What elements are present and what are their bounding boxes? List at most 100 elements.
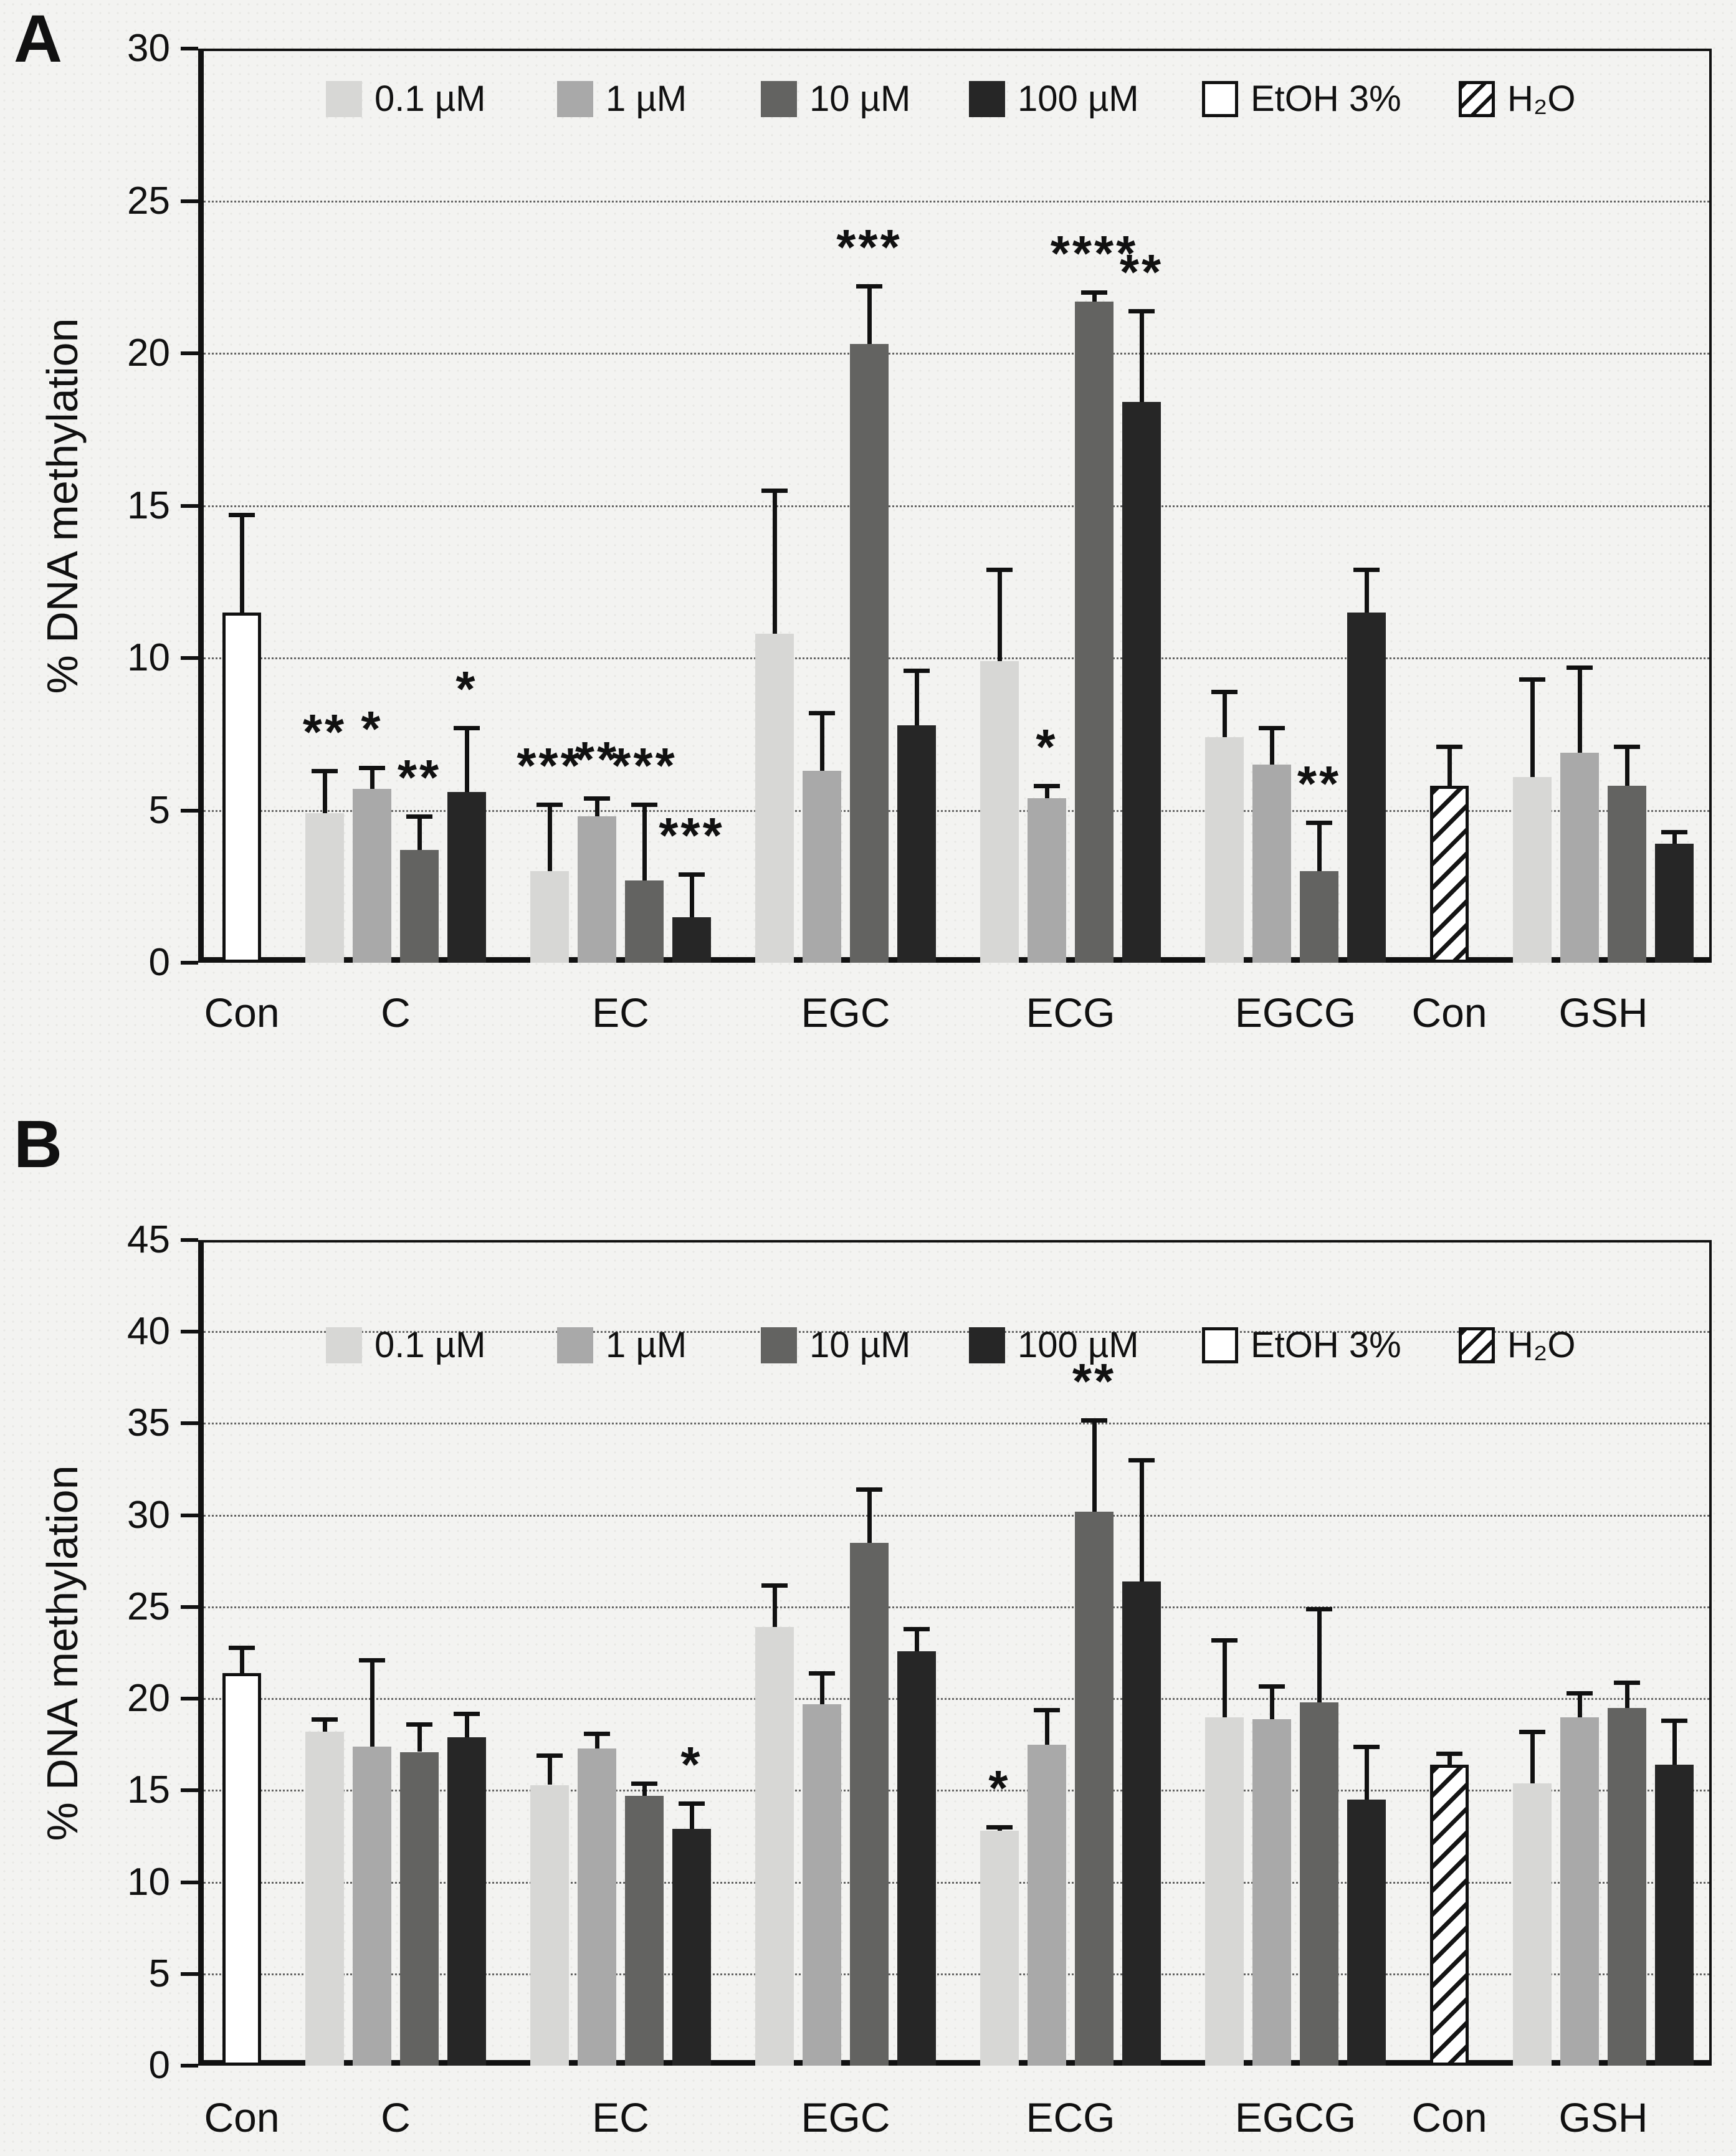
bar-B-EGCG-10 µM <box>1300 1702 1338 2066</box>
significance-stars: ** <box>302 704 347 760</box>
significance-stars: *** <box>611 737 677 793</box>
y-tick-label: 30 <box>127 27 170 70</box>
y-tick-label: 20 <box>127 332 170 374</box>
significance-stars: ** <box>575 731 619 787</box>
significance-stars: *** <box>659 808 725 864</box>
error-bar-cap <box>359 1658 385 1663</box>
x-group-label-Con: Con <box>204 2094 280 2140</box>
significance-stars: ** <box>397 750 442 806</box>
legend-swatch-10 µM <box>761 1327 797 1363</box>
error-bar-cap <box>1034 784 1060 789</box>
error-bar-stem <box>1044 1709 1049 1745</box>
error-bar-stem <box>1092 292 1097 302</box>
panel-label-a: A <box>14 1 62 76</box>
legend-label: 10 µM <box>809 1325 911 1365</box>
error-bar-stem <box>819 713 824 771</box>
gridline-y5 <box>204 809 1709 812</box>
y-tick-label: 40 <box>127 1310 170 1353</box>
error-bar-stem <box>417 816 422 851</box>
y-tick <box>181 503 198 508</box>
error-bar-cap <box>537 802 563 807</box>
bar-B-C-1 µM <box>353 1746 391 2066</box>
bar-A-Con-H₂O <box>1430 786 1469 963</box>
error-bar-cap <box>1436 1752 1462 1757</box>
error-bar-cap <box>856 284 882 289</box>
bar-A-EGC-100 µM <box>897 725 936 963</box>
error-bar-cap <box>809 711 835 716</box>
error-bar-cap <box>986 568 1013 573</box>
significance-stars: **** <box>1050 226 1138 282</box>
y-tick <box>181 808 198 813</box>
legend-label: 10 µM <box>809 79 911 119</box>
y-tick-label: 5 <box>148 788 170 832</box>
significance-stars: ** <box>1297 756 1342 812</box>
bar-A-C-1 µM <box>353 789 391 963</box>
bar-B-ECG-100 µM <box>1122 1581 1161 2066</box>
legend-swatch-100 µM <box>969 81 1005 117</box>
error-bar-cap <box>406 1722 432 1727</box>
bar-A-C-0.1 µM <box>305 813 344 963</box>
legend-label: 100 µM <box>1018 1325 1139 1365</box>
y-tick <box>181 1880 198 1884</box>
error-bar-stem <box>547 804 552 872</box>
legend-label: H₂O <box>1507 79 1576 119</box>
y-tick-label: 5 <box>148 1952 170 1995</box>
bar-B-EC-1 µM <box>578 1748 616 2066</box>
significance-stars: * <box>361 701 383 757</box>
error-bar-stem <box>547 1755 552 1785</box>
error-bar-cap <box>679 872 705 877</box>
legend-swatch-EtOH 3% <box>1202 81 1238 117</box>
x-group-label-EC: EC <box>592 990 649 1036</box>
significance-stars: *** <box>836 219 902 275</box>
error-bar-stem <box>239 515 244 613</box>
bar-B-GSH-0.1 µM <box>1513 1783 1552 2066</box>
bar-B-Con-H₂O <box>1430 1765 1469 2066</box>
y-tick-label: 0 <box>148 941 170 984</box>
bar-A-GSH-100 µM <box>1655 844 1694 963</box>
bar-B-EGCG-100 µM <box>1347 1800 1386 2066</box>
legend-label: 1 µM <box>606 79 687 119</box>
error-bar-stem <box>1624 1682 1629 1708</box>
error-bar-stem <box>1530 679 1535 777</box>
error-bar-cap <box>1661 829 1687 834</box>
x-group-label-Con: Con <box>204 990 280 1036</box>
error-bar-cap <box>1211 689 1238 694</box>
bar-B-EC-100 µM <box>672 1829 711 2066</box>
x-group-label-GSH: GSH <box>1558 2094 1648 2140</box>
bar-A-EC-0.1 µM <box>530 871 569 963</box>
error-bar-stem <box>1222 1639 1227 1717</box>
bar-A-EC-1 µM <box>578 816 616 963</box>
error-bar-cap <box>1567 665 1593 670</box>
bar-A-C-10 µM <box>400 850 439 963</box>
y-tick-label: 10 <box>127 1860 170 1904</box>
error-bar-cap <box>1259 726 1285 731</box>
legend-swatch-H₂O <box>1459 81 1495 117</box>
error-bar-stem <box>1447 746 1452 786</box>
error-bar-stem <box>464 1713 469 1737</box>
gridline-y30 <box>204 1514 1709 1517</box>
error-bar-cap <box>1436 744 1462 749</box>
bar-A-EGCG-1 µM <box>1252 765 1291 963</box>
legend-swatch-1 µM <box>557 81 593 117</box>
legend-swatch-10 µM <box>761 81 797 117</box>
significance-stars: ** <box>1072 1353 1117 1409</box>
x-group-label-Con: Con <box>1411 990 1487 1036</box>
error-bar-stem <box>914 670 919 725</box>
legend-swatch-1 µM <box>557 1327 593 1363</box>
legend-swatch-100 µM <box>969 1327 1005 1363</box>
error-bar-cap <box>1519 1730 1545 1735</box>
bar-B-C-100 µM <box>447 1737 486 2066</box>
error-bar-stem <box>1317 1608 1322 1702</box>
error-bar-stem <box>689 1803 694 1829</box>
error-bar-cap <box>406 814 432 819</box>
bar-B-EGCG-0.1 µM <box>1205 1717 1244 2066</box>
error-bar-stem <box>322 770 327 814</box>
error-bar-stem <box>1577 1693 1582 1717</box>
y-tick <box>181 1421 198 1426</box>
error-bar-stem <box>1577 667 1582 753</box>
bar-B-GSH-10 µM <box>1608 1707 1646 2066</box>
x-group-label-EGCG: EGCG <box>1234 2094 1357 2140</box>
legend-label: EtOH 3% <box>1251 79 1401 119</box>
x-group-label-C: C <box>381 990 411 1036</box>
error-bar-cap <box>631 802 657 807</box>
